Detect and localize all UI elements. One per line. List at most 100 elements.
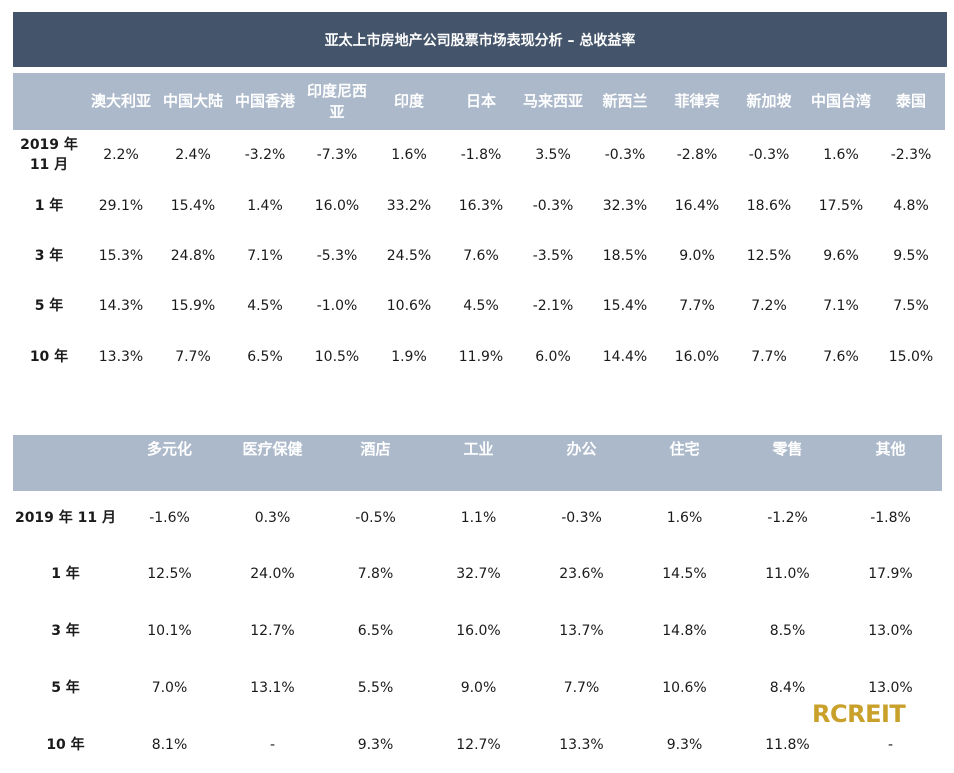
table-cell: 7.5% (893, 298, 929, 315)
region-returns-table: 澳大利亚 中国大陆 中国香港 印度尼西亚 印度 日本 马来西亚 新西兰 菲律宾 … (13, 73, 945, 382)
column-header: 新加坡 (733, 73, 805, 130)
table-cell: 13.3% (559, 736, 604, 753)
column-header: 多元化 (118, 435, 221, 491)
table-cell: 13.0% (868, 679, 913, 696)
table-cell: 8.4% (769, 679, 806, 696)
table-cell: 1.6% (823, 147, 859, 164)
table-cell: 0.3% (254, 510, 291, 526)
table-cell: 15.9% (170, 298, 216, 315)
table-cell: 16.4% (674, 197, 720, 214)
table-cell: 1.9% (391, 348, 427, 365)
table-cell: -2.8% (676, 147, 718, 164)
row-label: 2019 年 11 月 (14, 510, 117, 526)
table-cell: -2.1% (532, 298, 574, 315)
table-cell: 5.5% (357, 679, 394, 696)
column-header: 中国台湾 (805, 73, 877, 130)
column-header: 零售 (736, 435, 839, 491)
table-cell: 6.0% (535, 348, 571, 365)
table-cell: -0.3% (561, 510, 602, 526)
header-corner (13, 73, 85, 130)
page-title: 亚太上市房地产公司股票市场表现分析 – 总收益率 (13, 12, 947, 67)
table-cell: -0.3% (748, 147, 790, 164)
table-cell: 12.7% (456, 736, 501, 753)
table-cell: 7.7% (563, 679, 600, 696)
table-cell: 1.6% (666, 510, 703, 526)
table-cell: -1.8% (870, 510, 911, 526)
row-label: 2019 年 11 月 (20, 137, 78, 174)
column-header: 印度 (373, 73, 445, 130)
column-header: 澳大利亚 (85, 73, 157, 130)
row-label: 1 年 (34, 197, 64, 214)
table-cell: - (887, 736, 894, 753)
table-cell: 7.1% (247, 247, 283, 264)
table-cell: 9.5% (893, 247, 929, 264)
table-row: 5 年 7.0% 13.1% 5.5% 9.0% 7.7% 10.6% 8.4%… (13, 659, 942, 716)
table-cell: 8.1% (151, 736, 188, 753)
table-cell: 15.4% (602, 298, 648, 315)
table-cell: 33.2% (386, 197, 432, 214)
column-header: 中国大陆 (157, 73, 229, 130)
table-cell: 11.8% (765, 736, 810, 753)
column-header: 酒店 (324, 435, 427, 491)
table-cell: 14.8% (662, 622, 707, 639)
header-corner (13, 435, 118, 491)
column-header: 印度尼西亚 (301, 73, 373, 130)
column-header: 马来西亚 (517, 73, 589, 130)
table-cell: 3.5% (535, 147, 571, 164)
table-cell: 18.6% (746, 197, 792, 214)
table-cell: 4.5% (247, 298, 283, 315)
table-cell: 16.3% (458, 197, 504, 214)
table-cell: 7.8% (357, 565, 394, 582)
table-cell: 16.0% (674, 348, 720, 365)
table-row: 1 年 29.1% 15.4% 1.4% 16.0% 33.2% 16.3% -… (13, 180, 945, 230)
table-cell: 18.5% (602, 247, 648, 264)
table-cell: 14.4% (602, 348, 648, 365)
table-cell: 7.6% (823, 348, 859, 365)
rcreit-logo: RCREIT (812, 700, 906, 728)
column-header: 住宅 (633, 435, 736, 491)
column-header: 其他 (839, 435, 942, 491)
table-cell: 12.7% (250, 622, 295, 639)
table-cell: -2.3% (890, 147, 932, 164)
table-cell: 9.3% (666, 736, 703, 753)
table-cell: 13.0% (868, 622, 913, 639)
table-cell: 12.5% (147, 565, 192, 582)
table-cell: 10.6% (662, 679, 707, 696)
column-header: 工业 (427, 435, 530, 491)
table-cell: 8.5% (769, 622, 806, 639)
table-cell: -0.3% (532, 197, 574, 214)
table-cell: 24.8% (170, 247, 216, 264)
table-row: 3 年 10.1% 12.7% 6.5% 16.0% 13.7% 14.8% 8… (13, 602, 942, 659)
table-cell: 24.0% (250, 565, 295, 582)
column-header: 办公 (530, 435, 633, 491)
table-cell: 17.9% (868, 565, 913, 582)
table-row: 3 年 15.3% 24.8% 7.1% -5.3% 24.5% 7.6% -3… (13, 231, 945, 281)
table-cell: 7.2% (751, 298, 787, 315)
table-cell: 9.0% (460, 679, 497, 696)
table-cell: -3.5% (532, 247, 574, 264)
table-cell: 6.5% (247, 348, 283, 365)
table-cell: 12.5% (746, 247, 792, 264)
table-cell: 13.1% (250, 679, 295, 696)
table-row: 2019 年 11 月 2.2% 2.4% -3.2% -7.3% 1.6% -… (13, 130, 945, 180)
row-label: 5 年 (51, 679, 80, 696)
table-cell: 15.0% (888, 348, 934, 365)
table-cell: 1.1% (460, 510, 497, 526)
table-row: 1 年 12.5% 24.0% 7.8% 32.7% 23.6% 14.5% 1… (13, 545, 942, 602)
table-cell: 17.5% (818, 197, 864, 214)
table-cell: - (269, 736, 276, 753)
table-cell: 1.4% (247, 197, 283, 214)
table-cell: 6.5% (357, 622, 394, 639)
column-header: 医疗保健 (221, 435, 324, 491)
sector-returns-table: 多元化 医疗保健 酒店 工业 办公 住宅 零售 其他 2019 年 11 月 -… (13, 435, 942, 773)
table-row: 2019 年 11 月 -1.6% 0.3% -0.5% 1.1% -0.3% … (13, 491, 942, 545)
row-label: 1 年 (51, 565, 80, 582)
table-cell: 13.3% (98, 348, 144, 365)
row-label: 5 年 (34, 298, 64, 315)
table-cell: -3.2% (244, 147, 286, 164)
table-cell: 7.1% (823, 298, 859, 315)
table-row: 5 年 14.3% 15.9% 4.5% -1.0% 10.6% 4.5% -2… (13, 281, 945, 331)
table-cell: 29.1% (98, 197, 144, 214)
column-header: 泰国 (877, 73, 945, 130)
table-cell: 16.0% (456, 622, 501, 639)
